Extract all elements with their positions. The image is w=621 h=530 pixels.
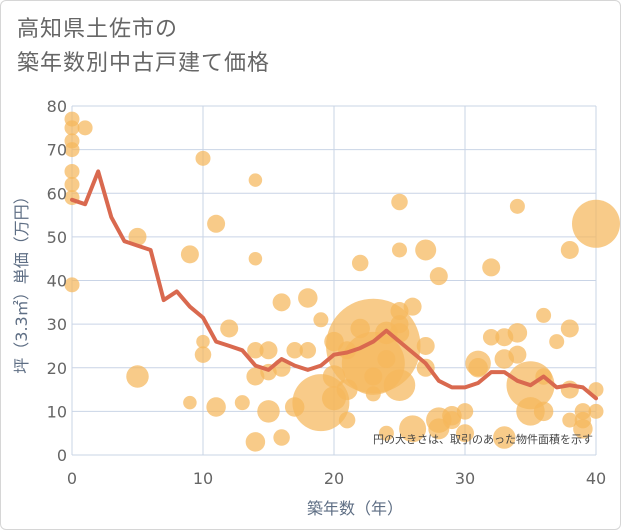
bubble-point-47 [365, 386, 381, 402]
bubble-point-87 [560, 319, 579, 338]
bubble-point-61 [416, 336, 435, 355]
y-tick-label-5: 50 [47, 228, 67, 247]
bubble-point-50 [377, 350, 396, 369]
x-tick-label-4: 40 [586, 469, 606, 488]
x-tick-label-0: 0 [67, 469, 77, 488]
bubble-point-23 [246, 367, 265, 386]
bubble-point-86 [560, 240, 579, 259]
bubble-point-12 [183, 395, 197, 410]
bubble-point-25 [259, 341, 278, 360]
bubble-point-4 [64, 163, 80, 179]
y-tick-label-6: 60 [47, 184, 67, 203]
bubble-point-93 [572, 199, 620, 248]
bubble-point-19 [234, 395, 250, 411]
bubble-point-22 [247, 342, 264, 359]
bubble-point-95 [588, 403, 604, 419]
x-axis-title: 築年数（年） [307, 499, 403, 518]
bubble-point-76 [493, 426, 516, 449]
y-tick-label-7: 70 [47, 141, 67, 160]
bubble-point-59 [399, 415, 427, 443]
bubble-point-24 [245, 432, 266, 452]
title-line-1: 高知県土佐市の [17, 17, 179, 42]
bubble-point-51 [378, 425, 394, 441]
bubble-point-1 [64, 120, 80, 136]
bubble-point-5 [64, 177, 80, 193]
y-tick-label-2: 20 [47, 359, 67, 378]
bubble-point-79 [508, 345, 527, 364]
bubble-point-10 [126, 365, 149, 388]
bubble-point-92 [573, 419, 593, 439]
bubble-point-9 [128, 227, 147, 246]
bubble-point-60 [415, 239, 437, 261]
bubble-point-53 [392, 242, 407, 258]
chart-title: 高知県土佐市の 築年数別中古戸建て価格 [17, 13, 270, 81]
x-tick-label-2: 20 [324, 469, 344, 488]
trend-series [70, 169, 598, 401]
title-line-2: 築年数別中古戸建て価格 [17, 51, 271, 76]
x-tick-label-3: 30 [455, 469, 475, 488]
bubble-point-27 [257, 400, 280, 423]
bubble-point-3 [64, 142, 80, 158]
bubble-point-20 [248, 173, 263, 187]
bubble-point-30 [273, 429, 290, 446]
bubble-series [64, 111, 620, 452]
bubble-point-72 [482, 258, 501, 277]
bubble-point-13 [195, 150, 211, 166]
bubble-point-7 [64, 277, 80, 293]
bubble-point-41 [338, 411, 356, 429]
bubble-point-63 [429, 267, 448, 286]
bubble-point-84 [533, 401, 554, 422]
bubble-point-68 [456, 403, 474, 420]
bubble-point-15 [196, 334, 210, 349]
bubble-point-77 [509, 198, 525, 214]
x-tick-label-1: 10 [193, 469, 213, 488]
bubble-point-78 [507, 323, 528, 343]
bubble-point-48 [364, 367, 383, 386]
y-tick-label-3: 30 [47, 315, 67, 334]
bubble-point-67 [442, 411, 461, 430]
bubble-point-58 [403, 297, 422, 316]
bubble-point-73 [482, 328, 500, 346]
bubble-point-35 [313, 312, 329, 328]
y-tick-label-0: 0 [57, 446, 67, 465]
bubble-point-16 [207, 214, 226, 233]
y-tick-labels: 0 10 20 30 40 50 60 70 80 [47, 97, 67, 465]
bubble-point-11 [180, 245, 199, 264]
bubble-point-89 [562, 412, 578, 428]
bubble-point-21 [248, 251, 263, 266]
bubble-size-note: 円の大きさは、取引のあった物件面積を示す [373, 432, 593, 446]
bubble-point-57 [383, 369, 416, 401]
bubble-point-85 [549, 334, 565, 350]
bubble-point-82 [536, 307, 552, 323]
x-tick-labels: 0 10 20 30 40 [67, 469, 606, 488]
bubble-point-28 [272, 293, 291, 312]
y-tick-label-8: 80 [47, 97, 67, 116]
bubble-point-34 [299, 342, 317, 359]
bubble-point-43 [351, 254, 369, 272]
bubble-point-33 [298, 288, 318, 308]
y-tick-label-1: 10 [47, 402, 67, 421]
average-price-line [70, 169, 598, 401]
bubble-point-71 [468, 358, 488, 378]
bubble-point-31 [286, 342, 303, 359]
bubble-point-18 [220, 319, 239, 338]
bubble-point-52 [391, 193, 408, 211]
bubble-point-69 [456, 424, 474, 443]
y-axis-title: 坪（3.3㎡）単価（万円） [12, 188, 31, 373]
bubble-point-8 [77, 120, 93, 136]
bubble-point-17 [206, 397, 226, 417]
bubble-point-14 [194, 346, 212, 363]
y-tick-label-4: 40 [47, 272, 67, 291]
